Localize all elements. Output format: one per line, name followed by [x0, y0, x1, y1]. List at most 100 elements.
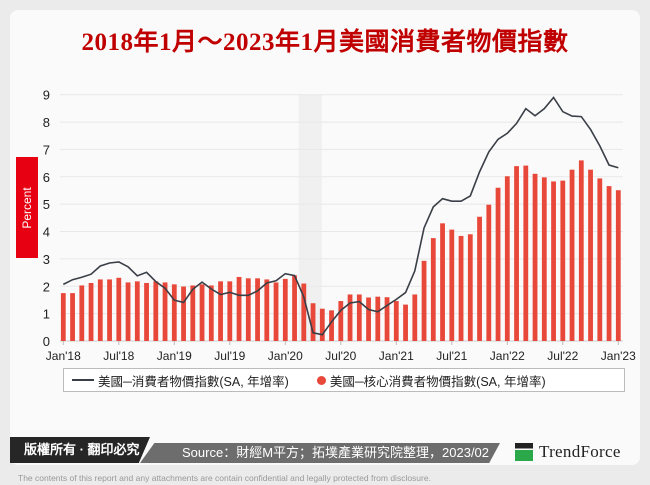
core-cpi-bar [504, 176, 510, 341]
x-tick-label: Jan'21 [379, 349, 414, 363]
core-cpi-bar [486, 204, 492, 341]
core-cpi-bar [162, 282, 168, 341]
core-cpi-bar [245, 278, 251, 341]
y-tick-label: 8 [43, 115, 50, 130]
y-tick-label: 0 [43, 334, 50, 349]
core-cpi-bar [477, 216, 482, 341]
trendforce-logo: TrendForce [515, 442, 621, 462]
core-cpi-bar [458, 235, 464, 341]
core-cpi-bar [495, 187, 501, 341]
source-banner: Source：財經M平方；拓墣產業研究院整理，2023/02 [140, 443, 500, 463]
x-tick-label: Jul'21 [436, 349, 467, 363]
core-cpi-bar [356, 294, 362, 341]
core-cpi-bar [430, 238, 436, 341]
core-cpi-bar [79, 285, 85, 341]
core-cpi-bar [190, 285, 196, 341]
core-cpi-bar [412, 294, 418, 341]
chart-title: 2018年1月～2023年1月美國消費者物價指數 [81, 29, 569, 56]
y-tick-label: 7 [43, 142, 50, 157]
y-tick-label: 3 [43, 252, 50, 267]
legend-label-core-cpi: 美國─核心消費者物價指數(SA, 年增率) [329, 374, 546, 389]
core-cpi-bar [532, 173, 538, 341]
core-cpi-bar [588, 169, 593, 341]
core-cpi-bar [347, 294, 353, 341]
trendforce-logo-icon [515, 443, 533, 461]
core-cpi-bar [181, 286, 186, 341]
copyright-banner: 版權所有 · 翻印必究 [10, 437, 150, 463]
y-tick-label: 4 [43, 225, 50, 240]
core-cpi-bar [393, 301, 399, 341]
core-cpi-bar [97, 279, 103, 341]
core-cpi-bar [236, 276, 242, 341]
line-swatch-icon [72, 379, 94, 381]
core-cpi-bar [541, 177, 547, 341]
core-cpi-bar [615, 190, 621, 341]
core-cpi-bar [569, 169, 575, 341]
core-cpi-bar [116, 277, 122, 341]
core-cpi-bar [467, 234, 473, 341]
shaded-period [298, 94, 322, 341]
x-tick-label: Jul'22 [547, 349, 578, 363]
x-tick-label: Jan'19 [157, 349, 192, 363]
core-cpi-bar [421, 260, 427, 341]
legend-label-cpi: 美國─消費者物價指數(SA, 年增率) [98, 374, 289, 389]
y-axis-label: Percent [16, 157, 38, 258]
x-tick-label: Jul'18 [103, 349, 134, 363]
core-cpi-bar [551, 181, 556, 341]
cpi-line [62, 96, 619, 336]
core-cpi-bar [60, 293, 66, 341]
core-cpi-bar [125, 282, 131, 341]
core-cpi-bar [319, 308, 325, 341]
x-tick-label: Jul'19 [214, 349, 245, 363]
core-cpi-bar [578, 160, 584, 341]
core-cpi-bar [144, 282, 149, 341]
y-tick-label: 5 [43, 197, 50, 212]
core-cpi-bar [523, 165, 529, 341]
core-cpi-bar [292, 275, 297, 341]
core-cpi-bar [255, 278, 260, 341]
legend-item-core-cpi: 美國─核心消費者物價指數(SA, 年增率) [316, 371, 546, 390]
core-cpi-bar [171, 284, 177, 341]
core-cpi-bar [301, 283, 307, 341]
core-cpi-bar [449, 229, 455, 341]
core-cpi-bar [597, 178, 603, 341]
core-cpi-bar [560, 180, 566, 341]
core-cpi-bar [227, 281, 233, 341]
x-tick-label: Jan'22 [490, 349, 525, 363]
core-cpi-bar [88, 282, 94, 341]
core-cpi-bar [403, 304, 408, 341]
core-cpi-bar [70, 293, 75, 341]
core-cpi-bar [153, 281, 159, 341]
core-cpi-bar [514, 166, 519, 341]
legend: 美國─消費者物價指數(SA, 年增率) 美國─核心消費者物價指數(SA, 年增率… [63, 368, 625, 392]
disclaimer: The contents of this report and any atta… [18, 473, 431, 483]
core-cpi-bar [282, 278, 288, 341]
core-cpi-bar [107, 279, 112, 341]
x-tick-label: Jul'20 [325, 349, 356, 363]
core-cpi-bar [375, 296, 381, 341]
core-cpi-bar [366, 297, 371, 341]
core-cpi-bar [310, 303, 316, 341]
y-tick-label: 2 [43, 279, 50, 294]
core-cpi-bar [329, 310, 334, 341]
x-tick-label: Jan'20 [268, 349, 303, 363]
y-tick-label: 9 [43, 88, 50, 103]
x-tick-label: Jan'23 [601, 349, 636, 363]
legend-item-cpi: 美國─消費者物價指數(SA, 年增率) [72, 371, 289, 390]
core-cpi-bar [134, 281, 140, 341]
core-cpi-bar [199, 284, 205, 341]
y-tick-label: 1 [43, 307, 50, 322]
y-tick-label: 6 [43, 170, 50, 185]
core-cpi-bar [606, 186, 612, 341]
core-cpi-bar [440, 223, 445, 341]
dot-swatch-icon [316, 375, 326, 385]
core-cpi-bar [264, 279, 270, 341]
logo-text: TrendForce [539, 442, 621, 461]
x-tick-label: Jan'18 [46, 349, 81, 363]
core-cpi-bar [208, 285, 214, 341]
core-cpi-bar [218, 281, 223, 341]
core-cpi-bar [273, 282, 279, 341]
core-cpi-bar [338, 301, 344, 341]
core-cpi-bar [384, 297, 390, 341]
